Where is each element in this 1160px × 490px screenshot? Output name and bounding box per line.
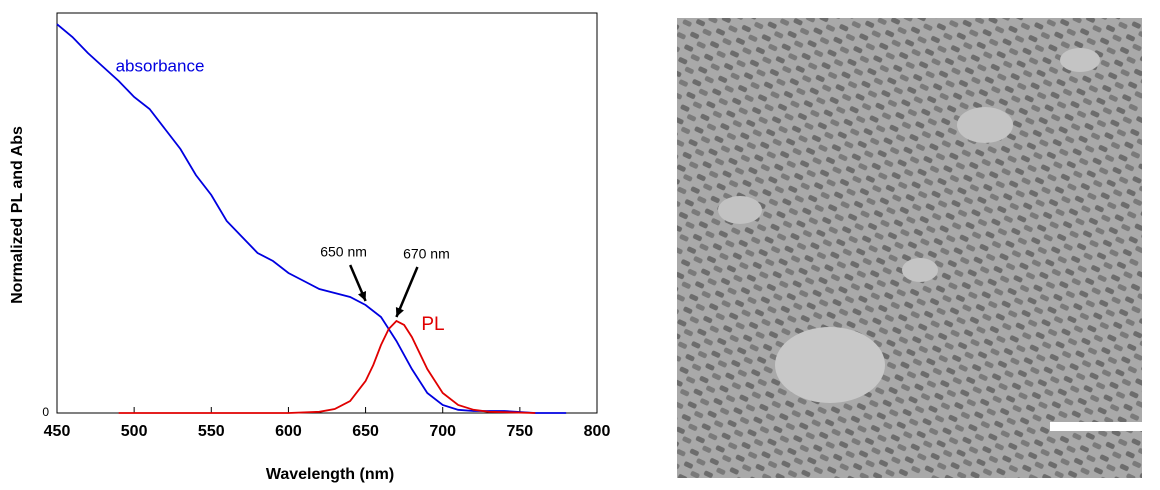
- x-tick-label: 800: [584, 423, 611, 440]
- x-tick-label: 500: [121, 423, 148, 440]
- annotation-arrow: [395, 266, 419, 318]
- annotation: 650 nm: [320, 244, 367, 260]
- x-tick-label: 700: [429, 423, 456, 440]
- y-tick-label: 0: [42, 405, 49, 419]
- data-line: [56, 23, 567, 414]
- x-tick-label: 450: [44, 423, 71, 440]
- series-label: absorbance: [116, 56, 205, 75]
- x-tick-label: 750: [507, 423, 534, 440]
- tem-image: [677, 18, 1142, 478]
- x-axis-label: Wavelength (nm): [266, 466, 394, 483]
- annotation: 670 nm: [403, 246, 450, 262]
- data-line: [118, 319, 536, 414]
- arrow-head: [395, 307, 404, 317]
- arrow-head: [358, 291, 367, 301]
- x-tick-label: 650: [352, 423, 379, 440]
- y-axis-label: Normalized PL and Abs: [9, 126, 26, 304]
- x-tick-label: 600: [275, 423, 302, 440]
- series-label: PL: [421, 314, 444, 335]
- x-tick-label: 550: [198, 423, 225, 440]
- plot: [56, 12, 598, 414]
- plot-frame: [56, 12, 598, 414]
